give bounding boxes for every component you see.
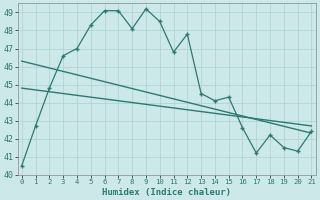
X-axis label: Humidex (Indice chaleur): Humidex (Indice chaleur) bbox=[102, 188, 231, 197]
